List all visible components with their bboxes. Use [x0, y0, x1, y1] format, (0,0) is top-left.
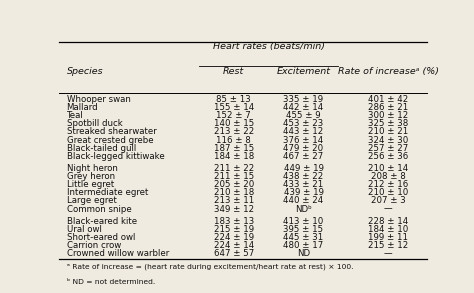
Text: 300 ± 12: 300 ± 12 — [368, 111, 408, 120]
Text: 211 ± 15: 211 ± 15 — [214, 172, 254, 181]
Text: —: — — [384, 249, 392, 258]
Text: Intermediate egret: Intermediate egret — [66, 188, 148, 197]
Text: 335 ± 19: 335 ± 19 — [283, 95, 324, 104]
Text: 480 ± 17: 480 ± 17 — [283, 241, 324, 250]
Text: 155 ± 14: 155 ± 14 — [214, 103, 254, 112]
Text: 210 ± 21: 210 ± 21 — [368, 127, 408, 137]
Text: 376 ± 14: 376 ± 14 — [283, 136, 324, 144]
Text: 184 ± 18: 184 ± 18 — [214, 152, 254, 161]
Text: 401 ± 42: 401 ± 42 — [368, 95, 408, 104]
Text: 325 ± 38: 325 ± 38 — [368, 119, 408, 128]
Text: 208 ± 8: 208 ± 8 — [371, 172, 405, 181]
Text: 438 ± 22: 438 ± 22 — [283, 172, 324, 181]
Text: NDᵇ: NDᵇ — [295, 205, 312, 214]
Text: Mallard: Mallard — [66, 103, 98, 112]
Text: Crowned willow warbler: Crowned willow warbler — [66, 249, 169, 258]
Text: 116 ± 8: 116 ± 8 — [216, 136, 251, 144]
Text: 256 ± 36: 256 ± 36 — [368, 152, 408, 161]
Text: Heart rates (beats/min): Heart rates (beats/min) — [213, 42, 325, 51]
Text: 467 ± 27: 467 ± 27 — [283, 152, 324, 161]
Text: 445 ± 31: 445 ± 31 — [283, 233, 324, 242]
Text: 205 ± 20: 205 ± 20 — [214, 180, 254, 189]
Text: Rest: Rest — [223, 67, 245, 76]
Text: ᵇ ND = not determined.: ᵇ ND = not determined. — [66, 279, 155, 285]
Text: Black-eared kite: Black-eared kite — [66, 217, 137, 226]
Text: 479 ± 20: 479 ± 20 — [283, 144, 324, 153]
Text: Great crested grebe: Great crested grebe — [66, 136, 153, 144]
Text: 213 ± 22: 213 ± 22 — [214, 127, 254, 137]
Text: Short-eared owl: Short-eared owl — [66, 233, 135, 242]
Text: 439 ± 19: 439 ± 19 — [283, 188, 324, 197]
Text: 210 ± 10: 210 ± 10 — [368, 188, 408, 197]
Text: 647 ± 57: 647 ± 57 — [214, 249, 254, 258]
Text: 224 ± 19: 224 ± 19 — [214, 233, 254, 242]
Text: 224 ± 14: 224 ± 14 — [214, 241, 254, 250]
Text: 215 ± 19: 215 ± 19 — [214, 225, 254, 234]
Text: Streaked shearwater: Streaked shearwater — [66, 127, 156, 137]
Text: Carrion crow: Carrion crow — [66, 241, 121, 250]
Text: Grey heron: Grey heron — [66, 172, 115, 181]
Text: 395 ± 15: 395 ± 15 — [283, 225, 324, 234]
Text: 455 ± 9: 455 ± 9 — [286, 111, 321, 120]
Text: 257 ± 27: 257 ± 27 — [368, 144, 408, 153]
Text: 324 ± 30: 324 ± 30 — [368, 136, 408, 144]
Text: 210 ± 18: 210 ± 18 — [214, 188, 254, 197]
Text: Spotbill duck: Spotbill duck — [66, 119, 122, 128]
Text: Excitement: Excitement — [276, 67, 330, 76]
Text: 213 ± 11: 213 ± 11 — [214, 197, 254, 205]
Text: Common snipe: Common snipe — [66, 205, 131, 214]
Text: Ural owl: Ural owl — [66, 225, 101, 234]
Text: 199 ± 11: 199 ± 11 — [368, 233, 408, 242]
Text: Little egret: Little egret — [66, 180, 114, 189]
Text: 449 ± 19: 449 ± 19 — [283, 164, 324, 173]
Text: 85 ± 13: 85 ± 13 — [216, 95, 251, 104]
Text: 433 ± 21: 433 ± 21 — [283, 180, 324, 189]
Text: 212 ± 16: 212 ± 16 — [368, 180, 408, 189]
Text: 442 ± 14: 442 ± 14 — [283, 103, 324, 112]
Text: Night heron: Night heron — [66, 164, 118, 173]
Text: 286 ± 21: 286 ± 21 — [368, 103, 408, 112]
Text: Black-legged kittiwake: Black-legged kittiwake — [66, 152, 164, 161]
Text: 349 ± 12: 349 ± 12 — [214, 205, 254, 214]
Text: Whooper swan: Whooper swan — [66, 95, 130, 104]
Text: Species: Species — [66, 67, 103, 76]
Text: 440 ± 24: 440 ± 24 — [283, 197, 324, 205]
Text: 210 ± 14: 210 ± 14 — [368, 164, 408, 173]
Text: 453 ± 23: 453 ± 23 — [283, 119, 324, 128]
Text: 211 ± 22: 211 ± 22 — [214, 164, 254, 173]
Text: 152 ± 7: 152 ± 7 — [216, 111, 251, 120]
Text: 140 ± 15: 140 ± 15 — [214, 119, 254, 128]
Text: 184 ± 10: 184 ± 10 — [368, 225, 408, 234]
Text: 187 ± 15: 187 ± 15 — [214, 144, 254, 153]
Text: 228 ± 14: 228 ± 14 — [368, 217, 408, 226]
Text: ᵃ Rate of increase = (heart rate during excitement/heart rate at rest) × 100.: ᵃ Rate of increase = (heart rate during … — [66, 263, 353, 270]
Text: 443 ± 12: 443 ± 12 — [283, 127, 324, 137]
Text: Teal: Teal — [66, 111, 83, 120]
Text: ND: ND — [297, 249, 310, 258]
Text: Rate of increaseᵃ (%): Rate of increaseᵃ (%) — [337, 67, 438, 76]
Text: 413 ± 10: 413 ± 10 — [283, 217, 324, 226]
Text: 215 ± 12: 215 ± 12 — [368, 241, 408, 250]
Text: 183 ± 13: 183 ± 13 — [214, 217, 254, 226]
Text: Black-tailed gull: Black-tailed gull — [66, 144, 136, 153]
Text: 207 ± 3: 207 ± 3 — [371, 197, 405, 205]
Text: —: — — [384, 205, 392, 214]
Text: Large egret: Large egret — [66, 197, 117, 205]
